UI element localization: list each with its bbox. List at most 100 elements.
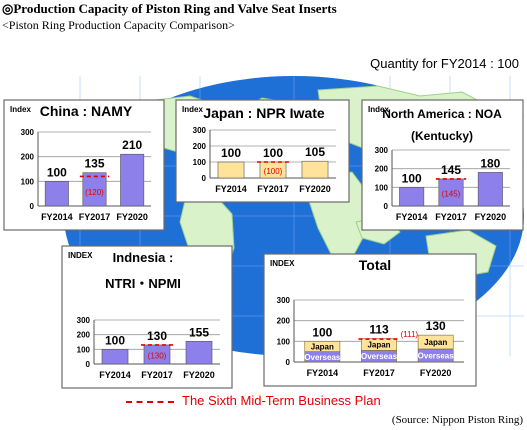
y-tick-label: 300 [375,146,389,155]
bar-value-label: 155 [189,325,209,339]
chart-panel-frame [361,99,524,231]
chart-title: Total [359,257,391,273]
source-note: (Source: Nippon Piston Ring) [391,414,523,426]
segment-label: Overseas [304,353,341,362]
x-tick-label: FY2014 [396,212,428,222]
y-tick-label: 200 [77,331,91,340]
y-axis-label: Index [368,105,389,114]
bar-segment-japan [361,338,397,351]
chart-title-line2: (Kentucky) [411,129,473,143]
bar-value-label: 210 [122,138,142,152]
y-axis-label: Index [10,105,31,114]
x-tick-label: FY2017 [79,212,111,222]
bar-value-label: 130 [426,319,446,333]
bar [185,340,213,365]
plan-legend-label: The Sixth Mid-Term Business Plan [182,393,381,408]
x-tick-label: FY2014 [215,184,247,194]
y-tick-label: 100 [277,337,291,346]
plan-marker-label: (120) [85,188,104,197]
y-axis-label: INDEX [68,251,93,260]
bar-segment-japan [417,334,454,350]
chart-panel-1: China : NAMY Index 0 100 200 300 100 135 210 (120… [3,99,165,231]
bar-value-label: 135 [84,157,104,171]
bar-value-label: 113 [369,323,389,337]
y-tick-label: 100 [193,158,207,167]
x-tick-label: FY2020 [183,370,215,380]
bar [217,161,245,179]
chart-panel-5: Total INDEX 0 100 200 300 Overseas Overseas Over… [263,253,477,387]
y-tick-label: 200 [21,153,35,162]
bar-value-label: 130 [147,329,167,343]
x-tick-label: FY2017 [435,212,467,222]
plan-marker-label: (111) [401,330,419,339]
chart-panel-3: North America : NOA (Kentucky) Index 0 100 20… [361,99,524,231]
bar [301,160,329,179]
x-tick-label: FY2017 [141,370,173,380]
plan-legend: The Sixth Mid-Term Business Plan [126,393,381,408]
bar-value-label: 100 [105,333,125,347]
x-tick-label: FY2017 [257,184,289,194]
bar-value-label: 100 [47,165,67,179]
x-tick-label: FY2017 [363,368,395,378]
plan-legend-dash [126,400,174,403]
chart-panel-frame [263,253,477,387]
x-tick-label: FY2020 [299,184,331,194]
x-tick-label: FY2020 [420,368,452,378]
bar-value-label: 145 [441,163,461,177]
chart-panel-frame [175,99,350,203]
y-axis-label: Index [182,105,203,114]
x-tick-label: FY2014 [99,370,131,380]
plan-marker-label: (100) [264,167,283,176]
segment-label: Japan [424,338,447,347]
plan-marker-label: (145) [442,189,461,198]
x-tick-label: FY2020 [116,212,148,222]
y-tick-label: 100 [21,177,35,186]
chart-title: China : NAMY [40,103,133,119]
chart-title: Indnesia : [113,250,174,265]
y-axis-label: INDEX [270,259,295,268]
bar-value-label: 100 [263,146,283,160]
page-title: ◎Production Capacity of Piston Ring and … [2,1,337,16]
y-tick-label: 100 [77,345,91,354]
bar [438,178,464,207]
bar-value-label: 100 [221,146,241,160]
y-tick-label: 200 [193,142,207,151]
y-tick-label: 300 [21,128,35,137]
x-tick-label: FY2020 [475,212,507,222]
bar [82,172,107,207]
chart-title-line2: NTRI・NPMI [105,276,181,291]
y-tick-label: 0 [286,358,291,367]
page-subtitle: <Piston Ring Production Capacity Compari… [2,18,235,32]
bar [101,349,129,365]
bar [120,153,145,207]
segment-label: Overseas [361,352,398,361]
y-tick-label: 300 [277,296,291,305]
y-tick-label: 300 [193,126,207,135]
x-tick-label: FY2014 [41,212,73,222]
plan-marker-label: (130) [148,351,167,360]
y-tick-label: 0 [30,202,35,211]
segment-label: Overseas [418,351,455,360]
y-tick-label: 0 [86,360,91,369]
x-tick-label: FY2014 [307,368,339,378]
y-tick-label: 100 [375,183,389,192]
y-tick-label: 200 [375,165,389,174]
chart-panel-4: Indnesia : NTRI・NPMI INDEX 0 100 200 300 100 130… [61,245,233,389]
bar-value-label: 180 [480,156,500,170]
y-tick-label: 0 [384,202,389,211]
y-tick-label: 0 [202,174,207,183]
quantity-note: Quantity for FY2014 : 100 [370,56,519,71]
y-tick-label: 300 [77,316,91,325]
segment-label: Japan [367,341,390,350]
segment-label: Japan [311,343,334,352]
bar [399,187,425,207]
bar-segment-japan [304,341,341,352]
bar [477,172,503,207]
bar-value-label: 100 [312,325,332,339]
bar-value-label: 100 [402,171,422,185]
chart-title: North America : NOA [382,107,502,121]
bar-value-label: 105 [305,145,325,159]
y-tick-label: 200 [277,317,291,326]
